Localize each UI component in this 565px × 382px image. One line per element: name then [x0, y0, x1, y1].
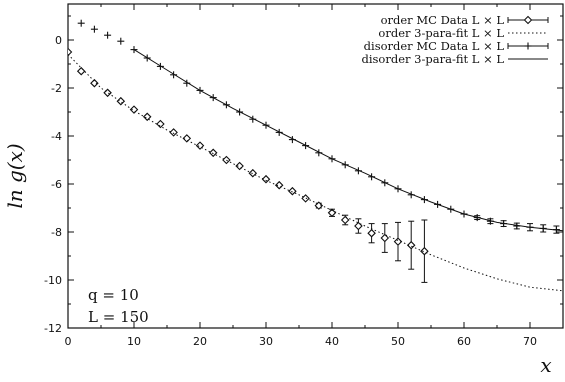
order-data-point — [222, 155, 231, 165]
order-data-point — [380, 233, 390, 243]
order-data-point — [90, 78, 99, 88]
y-axis-label: ln g(x) — [3, 143, 27, 208]
x-tick-label: 70 — [523, 335, 537, 348]
disorder-data-point — [104, 31, 112, 39]
x-tick-label: 20 — [193, 335, 207, 348]
series-3-line — [133, 49, 563, 232]
order-data-point — [116, 96, 126, 106]
plot-area — [68, 19, 563, 292]
plot-frame — [67, 3, 564, 329]
x-tick-label: 0 — [65, 335, 72, 348]
order-data-point — [261, 174, 271, 184]
legend-marker-0 — [523, 15, 533, 25]
disorder-data-point — [170, 71, 178, 79]
order-data-point — [76, 66, 86, 76]
y-tick-label: -4 — [51, 130, 62, 143]
disorder-data-point — [117, 37, 125, 45]
order-data-point — [393, 237, 403, 246]
legend-label-2: disorder MC Data L × L — [364, 39, 505, 53]
x-tick-label: 10 — [127, 335, 141, 348]
order-data-point — [68, 47, 73, 57]
order-data-point — [142, 112, 152, 122]
axes: 0 10 20 30 40 50 60 70 0 -2 -4 -6 -8 -10 -12 — [44, 3, 564, 348]
x-axis-label: x — [540, 353, 551, 377]
order-data-point — [208, 148, 218, 158]
legend-label-3: disorder 3-para-fit L × L — [361, 52, 504, 66]
x-tick-label: 60 — [457, 335, 471, 348]
order-data-point — [301, 194, 310, 203]
x-tick-label: 30 — [259, 335, 273, 348]
order-data-point — [367, 228, 376, 238]
order-data-point — [288, 186, 297, 196]
order-data-point — [420, 246, 429, 256]
x-tick-label: 50 — [391, 335, 405, 348]
y-tick-label: -6 — [51, 178, 62, 191]
order-data-point — [182, 134, 192, 143]
legend-label-1: order 3-para-fit L × L — [378, 26, 504, 40]
y-tick-label: 0 — [55, 34, 62, 47]
order-data-point — [156, 119, 165, 129]
y-tick-label: -2 — [51, 82, 62, 95]
y-tick-label: -12 — [44, 322, 62, 335]
annotation-L: L = 150 — [88, 308, 149, 326]
disorder-data-point — [77, 19, 85, 27]
x-tick-label: 40 — [325, 335, 339, 348]
annotation-q: q = 10 — [88, 286, 139, 304]
series-1-line — [68, 54, 563, 292]
order-data-point — [103, 88, 112, 98]
disorder-data-point — [90, 25, 98, 33]
order-data-point — [169, 128, 178, 137]
y-tick-label: -10 — [44, 274, 62, 287]
legend-label-0: order MC Data L × L — [381, 13, 505, 27]
order-data-point — [327, 208, 337, 218]
legend-marker-2 — [524, 42, 532, 50]
order-data-point — [406, 240, 416, 250]
y-tick-label: -8 — [51, 226, 62, 239]
order-data-point — [340, 215, 350, 225]
